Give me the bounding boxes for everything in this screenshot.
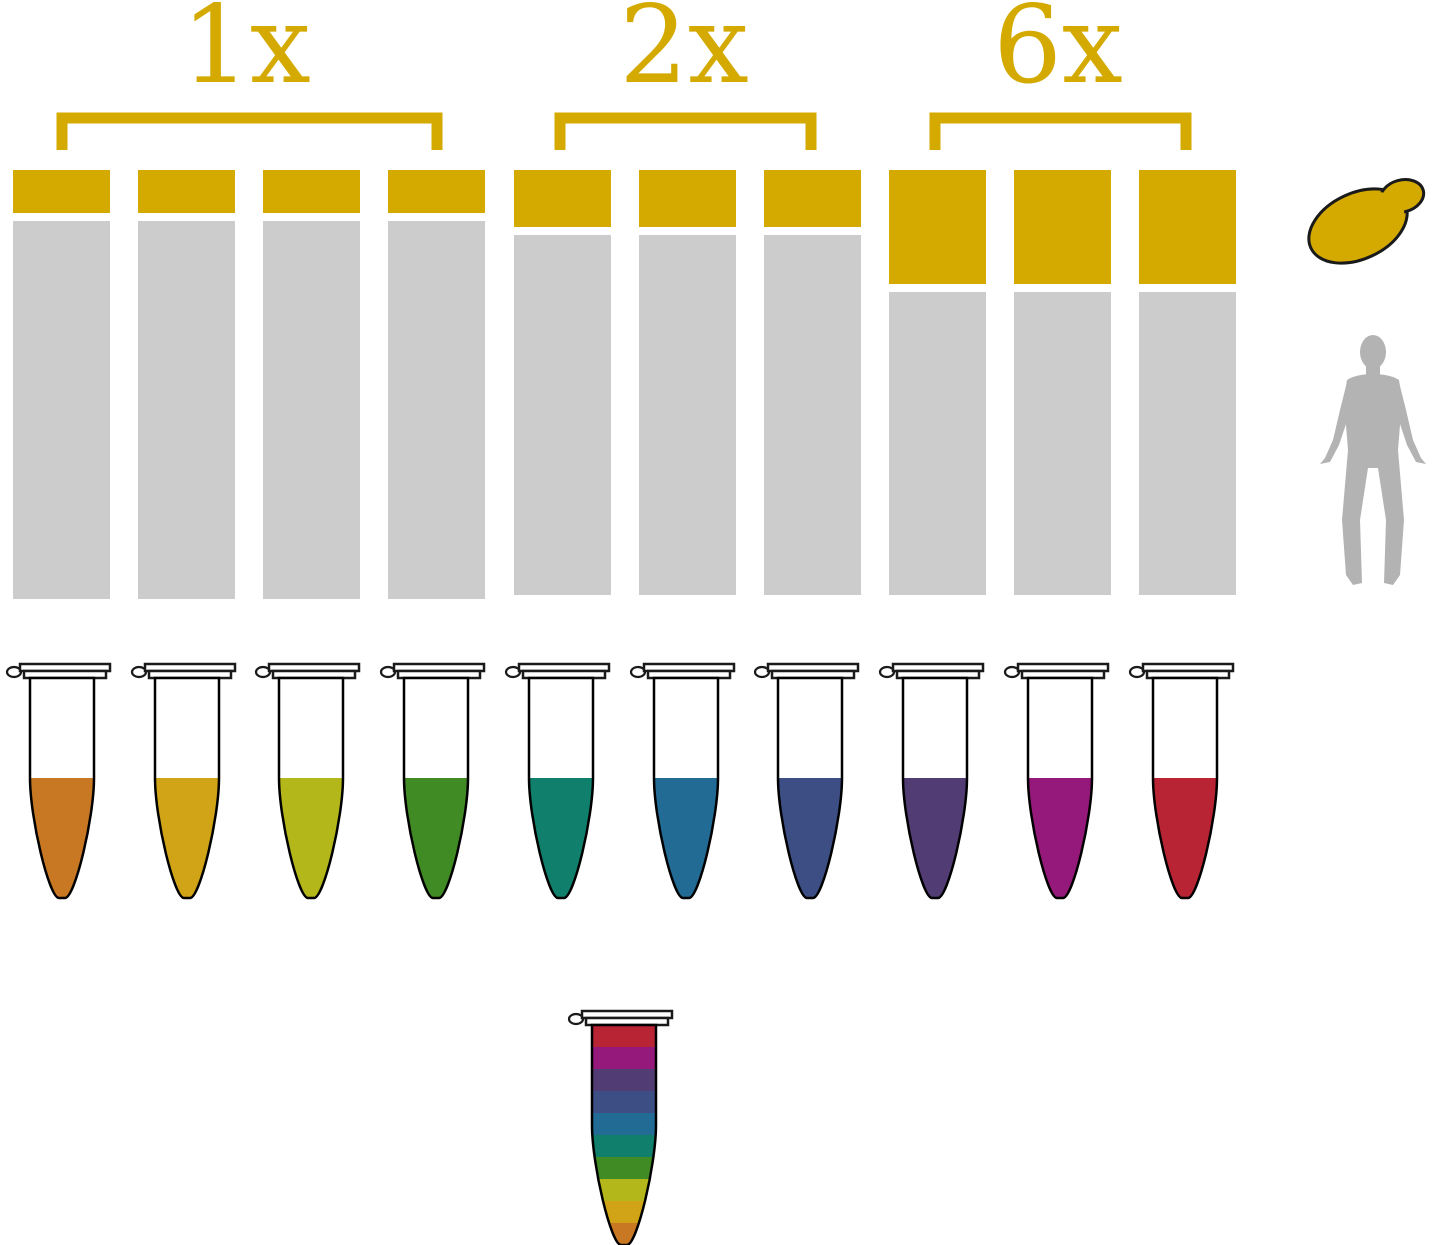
pooled-layer-7: [592, 1157, 656, 1179]
lane-3-host-fraction: [263, 221, 360, 599]
lane-5-target-fraction: [514, 170, 611, 227]
lane-3-target-fraction: [263, 170, 360, 213]
pooled-layer-2: [592, 1047, 656, 1069]
sample-tube-1: [5, 662, 112, 900]
lane-6-target-fraction: [639, 170, 736, 227]
sample-tube-2: [130, 662, 237, 900]
pooled-tube-body: [567, 1009, 674, 1245]
sample-tube-4: [379, 662, 486, 900]
pooled-layer-9: [592, 1201, 656, 1223]
lane-8-host-fraction: [889, 292, 986, 595]
pooled-layer-5: [592, 1113, 656, 1135]
sample-tubes: [5, 662, 1235, 900]
lane-9-host-fraction: [1014, 292, 1111, 595]
pooled-layer-10: [592, 1223, 656, 1245]
yeast-cell-icon: [1307, 178, 1426, 265]
sequencing-bars: [13, 170, 1236, 599]
lane-1-host-fraction: [13, 221, 110, 599]
lane-10-host-fraction: [1139, 292, 1236, 595]
lane-7-host-fraction: [764, 235, 861, 595]
lane-2-host-fraction: [138, 221, 235, 599]
group-label-1x: 1x: [181, 0, 311, 108]
lane-1-target-fraction: [13, 170, 110, 213]
pooled-layer-4: [592, 1091, 656, 1113]
sample-tube-8: [878, 662, 985, 900]
sample-tube-6: [629, 662, 736, 900]
pooled-layer-3: [592, 1069, 656, 1091]
human-silhouette-icon: [1320, 335, 1426, 585]
pooled-layer-8: [592, 1179, 656, 1201]
lane-7-target-fraction: [764, 170, 861, 227]
pooled-tube: [567, 1009, 674, 1245]
lane-4-target-fraction: [388, 170, 485, 213]
lane-6-host-fraction: [639, 235, 736, 595]
lane-5-host-fraction: [514, 235, 611, 595]
lane-2-target-fraction: [138, 170, 235, 213]
sample-tube-3: [254, 662, 361, 900]
group-bracket-2x: [554, 112, 817, 150]
sample-tube-7: [753, 662, 860, 900]
pooled-layer-6: [592, 1135, 656, 1157]
sample-tube-5: [504, 662, 611, 900]
lane-8-target-fraction: [889, 170, 986, 284]
sample-tube-10: [1128, 662, 1235, 900]
lane-10-target-fraction: [1139, 170, 1236, 284]
sample-tube-9: [1003, 662, 1110, 900]
group-bracket-1x: [56, 112, 443, 150]
group-label-6x: 6x: [993, 0, 1123, 108]
lane-9-target-fraction: [1014, 170, 1111, 284]
group-label-2x: 2x: [619, 0, 749, 108]
lane-4-host-fraction: [388, 221, 485, 599]
pooled-layer-1: [592, 1025, 656, 1047]
group-bracket-6x: [929, 112, 1192, 150]
